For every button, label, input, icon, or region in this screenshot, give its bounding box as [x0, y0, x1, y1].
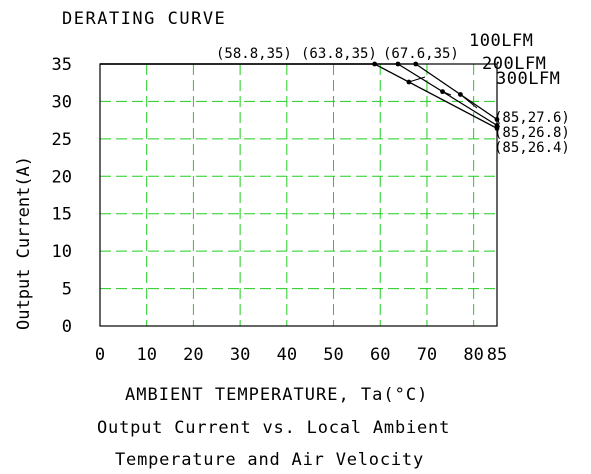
point-annotation: (67.6,35): [383, 46, 459, 62]
series-label-300lfm: 300LFM: [496, 69, 560, 89]
series-line-300lfm: [100, 63, 498, 120]
series-label-100lfm: 100LFM: [469, 31, 533, 51]
x-tick-label: 85: [487, 345, 507, 365]
y-tick-label: 25: [52, 130, 72, 150]
x-tick-label: 50: [323, 345, 343, 365]
point-annotation: (85,26.8): [494, 125, 570, 141]
series-line-200lfm: [100, 63, 498, 126]
annotations: (58.8,35) (63.8,35) (67.6,35)(85,27.6)(85,…: [216, 46, 570, 156]
series-label-200lfm: 200LFM: [482, 54, 546, 74]
x-tick-label: 0: [95, 345, 105, 365]
series-line-100lfm: [100, 63, 498, 129]
y-axis-label: Output Current(A): [14, 156, 34, 330]
series-label-leader: [442, 91, 452, 96]
y-tick-label: 10: [52, 242, 72, 262]
end-point-marker: [494, 122, 500, 128]
x-tick-label: 40: [277, 345, 297, 365]
x-tick-label: 60: [370, 345, 390, 365]
chart-title: DERATING CURVE: [62, 9, 226, 29]
x-tick-label: 20: [183, 345, 203, 365]
x-axis-label: AMBIENT TEMPERATURE, Ta(°C): [125, 385, 428, 405]
y-tick-label: 20: [52, 167, 72, 187]
y-tick-label: 0: [62, 317, 72, 337]
y-tick-label: 35: [52, 55, 72, 75]
point-annotation: (85,27.6): [494, 110, 570, 126]
y-tick-label: 30: [52, 92, 72, 112]
x-tick-label: 80: [463, 345, 483, 365]
x-tick-label: 70: [417, 345, 437, 365]
x-tick-label: 10: [136, 345, 156, 365]
x-tick-label: 30: [230, 345, 250, 365]
caption-line-1: Output Current vs. Local Ambient: [97, 418, 450, 438]
end-point-marker: [494, 116, 500, 122]
plot-frame: [99, 63, 498, 327]
point-annotation: (63.8,35): [301, 46, 377, 62]
point-annotation: (85,26.4): [494, 140, 570, 156]
ticks: 0 10 20 30 40 50 60 70 80 85 0 5 10 15 20 25 30 35: [52, 55, 508, 365]
series-label-leader: [460, 94, 478, 109]
break-point-marker: [413, 61, 419, 67]
series-label-leader: [408, 76, 426, 83]
grid: [100, 64, 497, 326]
caption-line-2: Temperature and Air Velocity: [115, 450, 424, 470]
y-tick-label: 5: [62, 280, 72, 300]
point-annotation: (58.8,35): [216, 46, 292, 62]
y-tick-label: 15: [52, 205, 72, 225]
